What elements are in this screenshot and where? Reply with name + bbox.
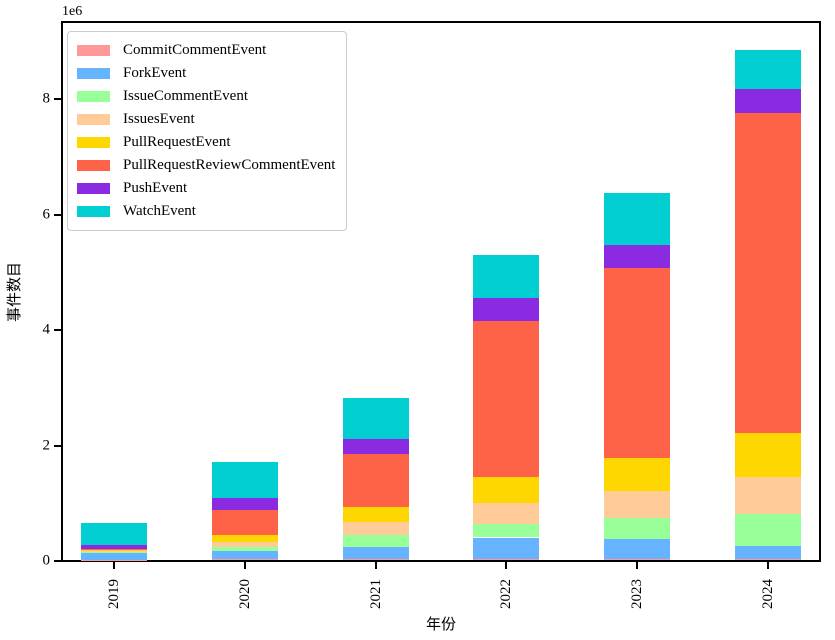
bar-segment-2021-ForkEvent <box>342 547 409 560</box>
bar-segment-2019-PushEvent <box>81 545 147 550</box>
bar-segment-2023-PullRequestReviewCommentEvent <box>604 267 671 459</box>
x-tick-mark <box>113 562 115 569</box>
y-axis-label: 事件数目 <box>7 261 23 323</box>
legend-label: PushEvent <box>123 180 188 196</box>
x-tick-label: 2023 <box>629 579 646 609</box>
bar-segment-2019-ForkEvent <box>81 552 147 560</box>
bar-segment-2020-IssueCommentEvent <box>211 547 278 552</box>
y-axis-offset-text: 1e6 <box>62 4 83 19</box>
legend: CommitCommentEvent ForkEvent IssueCommentE… <box>67 31 348 231</box>
x-tick-label: 2024 <box>760 579 776 609</box>
bar-segment-2023-IssueCommentEvent <box>604 517 671 539</box>
bar-segment-2020-ForkEvent <box>211 551 278 560</box>
x-tick-mark <box>505 562 508 569</box>
legend-item-IssuesEvent: IssuesEvent <box>77 108 335 131</box>
bar-segment-2020-PushEvent <box>211 497 278 510</box>
bar-segment-2024-IssuesEvent <box>735 477 801 515</box>
bar-segment-2023-WatchEvent <box>604 193 671 245</box>
bar-segment-2023-ForkEvent <box>604 538 671 560</box>
legend-label: WatchEvent <box>123 203 196 219</box>
legend-item-PullRequestReviewCommentEvent: PullRequestReviewCommentEvent <box>77 154 335 177</box>
bar-segment-2022-PullRequestEvent <box>473 476 540 504</box>
y-tick-label: 6 <box>42 206 51 223</box>
legend-item-WatchEvent: WatchEvent <box>77 200 335 223</box>
legend-label: ForkEvent <box>123 65 187 81</box>
legend-item-ForkEvent: ForkEvent <box>77 62 335 85</box>
legend-item-PushEvent: PushEvent <box>77 177 335 200</box>
legend-swatch-CommitCommentEvent <box>77 45 110 56</box>
y-tick-label: 0 <box>42 552 51 569</box>
y-tick-mark <box>54 329 61 332</box>
legend-swatch-WatchEvent <box>77 206 110 217</box>
x-tick-mark <box>767 562 769 569</box>
legend-item-IssueCommentEvent: IssueCommentEvent <box>77 85 335 108</box>
bar-segment-2022-IssueCommentEvent <box>473 524 540 538</box>
bar-segment-2022-WatchEvent <box>473 254 540 299</box>
legend-label: PullRequestReviewCommentEvent <box>123 157 336 173</box>
y-tick-mark <box>54 98 61 101</box>
bar-segment-2020-WatchEvent <box>211 461 278 498</box>
legend-label: IssuesEvent <box>123 111 195 127</box>
bar-segment-2020-IssuesEvent <box>211 541 278 548</box>
x-tick-mark <box>636 562 639 569</box>
bar-segment-2024-CommitCommentEvent <box>735 559 801 560</box>
x-tick-label: 2022 <box>498 579 515 609</box>
legend-swatch-ForkEvent <box>77 68 110 79</box>
bar-segment-2024-PushEvent <box>735 89 801 113</box>
bar-segment-2024-WatchEvent <box>735 49 801 90</box>
bar-segment-2023-PullRequestEvent <box>604 458 671 492</box>
x-tick-label: 2021 <box>367 579 384 609</box>
legend-label: IssueCommentEvent <box>123 88 248 104</box>
bar-segment-2021-PushEvent <box>342 439 409 455</box>
legend-label: PullRequestEvent <box>123 134 231 150</box>
bar-segment-2024-IssueCommentEvent <box>735 514 801 546</box>
bar-segment-2019-IssueCommentEvent <box>81 552 147 553</box>
bar-segment-2024-PullRequestReviewCommentEvent <box>735 112 801 433</box>
x-tick-label: 2019 <box>106 579 122 609</box>
legend-swatch-IssuesEvent <box>77 114 110 125</box>
x-tick-mark <box>374 562 377 569</box>
bar-segment-2020-PullRequestEvent <box>211 534 278 542</box>
legend-swatch-PullRequestEvent <box>77 137 110 148</box>
y-tick-label: 4 <box>42 321 51 338</box>
bar-segment-2019-PullRequestEvent <box>81 549 147 552</box>
bar-segment-2023-CommitCommentEvent <box>604 559 671 560</box>
bar-segment-2021-WatchEvent <box>342 397 409 440</box>
bar-segment-2021-IssuesEvent <box>342 522 409 536</box>
bar-segment-2021-PullRequestEvent <box>342 507 409 523</box>
y-tick-label: 8 <box>42 90 51 107</box>
y-tick-label: 2 <box>42 437 51 454</box>
x-tick-label: 2020 <box>236 579 253 609</box>
bar-segment-2024-ForkEvent <box>735 545 801 560</box>
bar-segment-2020-PullRequestReviewCommentEvent <box>211 509 278 535</box>
plot-area <box>61 21 821 562</box>
legend-swatch-IssueCommentEvent <box>77 91 110 102</box>
bar-segment-2021-CommitCommentEvent <box>342 559 409 560</box>
bar-segment-2022-ForkEvent <box>473 537 540 560</box>
bar-segment-2021-IssueCommentEvent <box>342 535 409 548</box>
bar-segment-2022-PullRequestReviewCommentEvent <box>473 320 540 477</box>
y-tick-mark <box>54 213 61 216</box>
bar-segment-2022-PushEvent <box>473 298 540 321</box>
y-tick-mark <box>54 444 61 447</box>
legend-swatch-PushEvent <box>77 183 110 194</box>
bar-segment-2020-CommitCommentEvent <box>211 559 278 560</box>
bar-segment-2022-CommitCommentEvent <box>473 559 540 560</box>
bar-segment-2022-IssuesEvent <box>473 503 540 525</box>
bar-segment-2021-PullRequestReviewCommentEvent <box>342 454 409 508</box>
legend-swatch-PullRequestReviewCommentEvent <box>77 160 110 171</box>
bar-segment-2019-WatchEvent <box>81 523 147 545</box>
bar-segment-2019-IssuesEvent <box>81 551 147 553</box>
legend-item-PullRequestEvent: PullRequestEvent <box>77 131 335 154</box>
bar-segment-2024-PullRequestEvent <box>735 432 801 478</box>
bar-segment-2023-IssuesEvent <box>604 491 671 518</box>
legend-item-CommitCommentEvent: CommitCommentEvent <box>77 39 335 62</box>
bar-segment-2019-PullRequestReviewCommentEvent <box>81 549 147 550</box>
bar-segment-2023-PushEvent <box>604 244 671 268</box>
x-tick-mark <box>243 562 246 569</box>
legend-label: CommitCommentEvent <box>123 42 267 58</box>
y-tick-mark <box>54 560 61 562</box>
x-axis-label: 年份 <box>425 617 456 633</box>
